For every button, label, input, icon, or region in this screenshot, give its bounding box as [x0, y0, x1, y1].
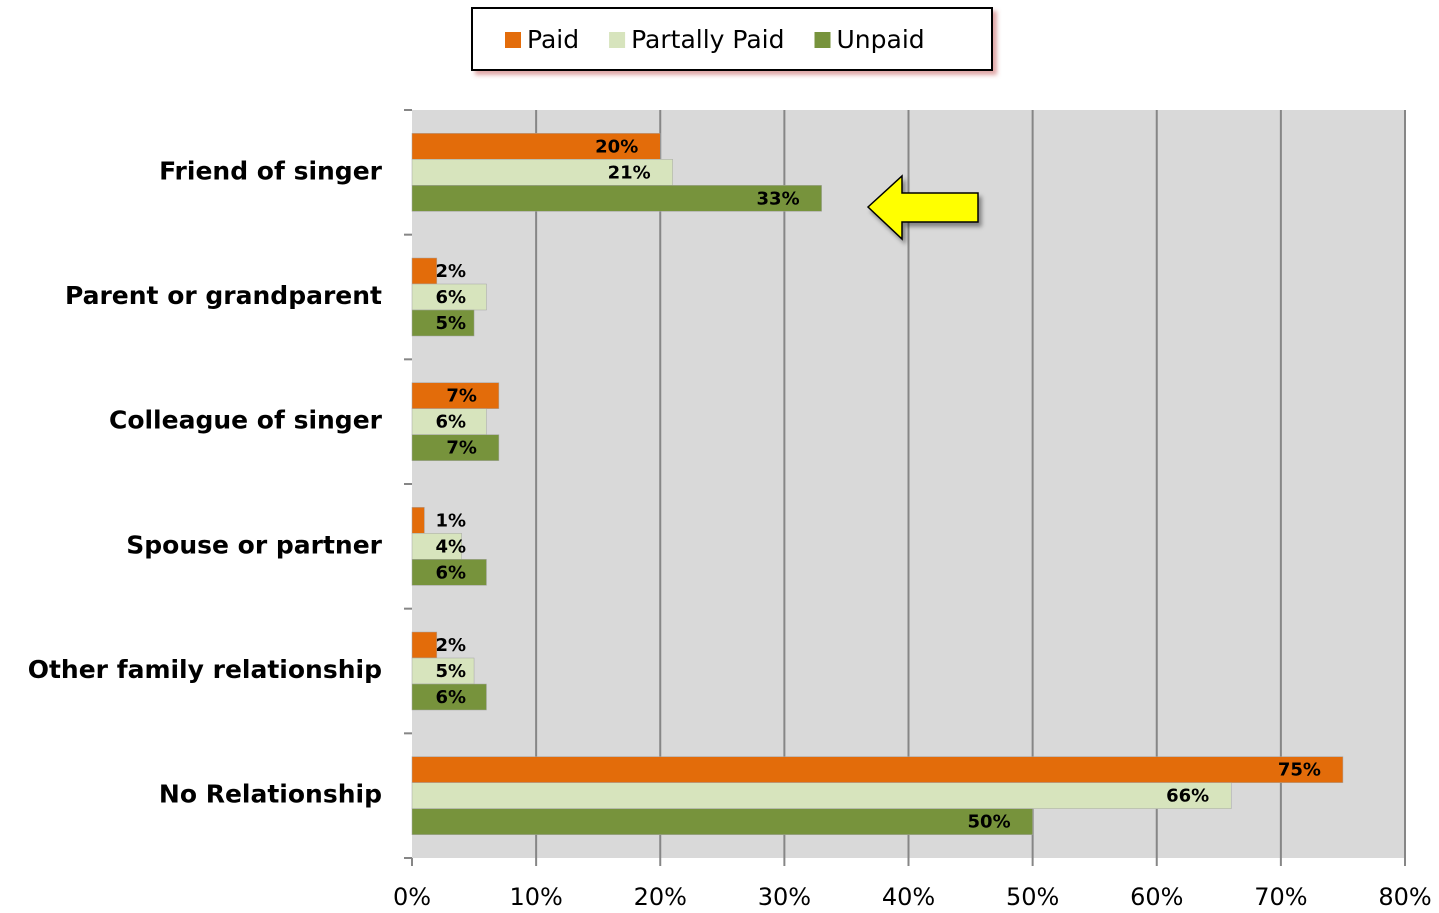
y-tick-label: Friend of singer: [159, 156, 383, 185]
arrow: [866, 174, 979, 241]
bar: [411, 283, 487, 311]
x-tick-label: 60%: [1130, 883, 1183, 911]
value-label: 6%: [435, 562, 466, 583]
bar: [411, 133, 661, 160]
value-label: 33%: [757, 188, 800, 209]
value-label: 6%: [435, 687, 466, 708]
bar: [411, 185, 822, 212]
x-tick-label: 30%: [758, 883, 811, 911]
bar: [411, 408, 487, 435]
bar: [411, 257, 438, 285]
x-tick-label: 0%: [393, 883, 431, 911]
y-tick-label: Parent or grandparent: [65, 281, 382, 310]
value-label: 20%: [595, 136, 638, 157]
value-label: 2%: [435, 261, 466, 282]
bar: [411, 683, 487, 711]
value-label: 50%: [968, 812, 1011, 833]
y-tick-label: Colleague of singer: [109, 406, 383, 435]
legend-box: [471, 7, 993, 71]
legend-label: Paid: [527, 25, 579, 54]
value-label: 66%: [1166, 786, 1209, 807]
bar: [411, 808, 1033, 835]
legend-swatch: [814, 32, 831, 48]
y-tick-label: Spouse or partner: [126, 530, 382, 559]
value-label: 7%: [446, 386, 477, 407]
x-tick-label: 80%: [1378, 883, 1431, 911]
value-label: 4%: [435, 536, 466, 557]
legend-swatch: [609, 32, 626, 48]
value-label: 6%: [435, 287, 466, 308]
bar: [411, 782, 1232, 809]
x-tick-label: 40%: [882, 883, 935, 911]
bar: [411, 507, 425, 534]
legend-swatch: [505, 32, 521, 48]
legend-label: Unpaid: [837, 25, 925, 54]
value-label: 21%: [608, 162, 651, 183]
bar: [411, 434, 500, 461]
value-label: 1%: [435, 510, 466, 531]
x-tick-label: 10%: [509, 883, 562, 911]
value-label: 6%: [435, 412, 466, 433]
value-label: 5%: [435, 313, 466, 334]
value-label: 75%: [1278, 760, 1321, 781]
y-tick-label: No Relationship: [159, 780, 382, 809]
value-label: 5%: [435, 661, 466, 682]
bar: [411, 631, 438, 659]
bar: [411, 159, 673, 186]
y-tick-label: Other family relationship: [28, 655, 382, 684]
x-tick-label: 20%: [634, 883, 687, 911]
bar: [411, 756, 1344, 783]
legend-label: Partally Paid: [631, 25, 784, 54]
bar: [411, 382, 500, 409]
x-tick-label: 50%: [1006, 883, 1059, 911]
bar: [411, 559, 487, 586]
bar: [411, 657, 475, 685]
bar: [411, 309, 475, 337]
x-tick-label: 70%: [1254, 883, 1307, 911]
value-label: 7%: [446, 438, 477, 459]
value-label: 2%: [435, 635, 466, 656]
